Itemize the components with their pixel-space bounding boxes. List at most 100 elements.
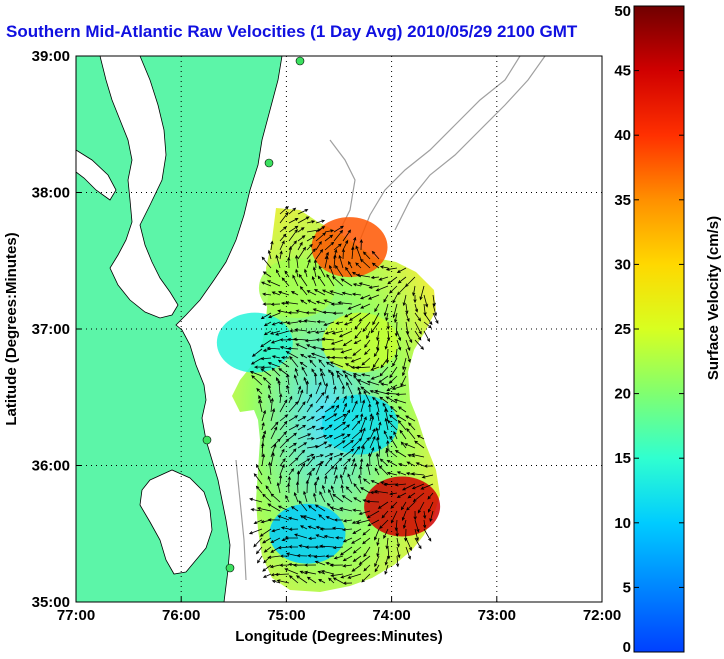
velocity-vector: [294, 367, 299, 377]
velocity-vector: [270, 438, 281, 449]
velocity-vector: [385, 312, 389, 322]
velocity-vector: [324, 444, 333, 449]
velocity-vector: [375, 427, 380, 440]
velocity-vector: [393, 398, 407, 404]
velocity-vector: [396, 471, 407, 476]
velocity-vector: [295, 575, 308, 584]
velocity-vector: [420, 483, 434, 490]
velocity-vector: [294, 328, 308, 332]
velocity-vector: [380, 357, 389, 369]
velocity-vector: [364, 348, 371, 356]
velocity-vector: [314, 504, 326, 512]
velocity-vector: [341, 384, 345, 395]
velocity-vector: [394, 312, 398, 324]
velocity-vector: [294, 533, 308, 539]
velocity-vector: [342, 465, 347, 476]
velocity-vector: [313, 492, 317, 503]
velocity-vector: [363, 546, 371, 558]
velocity-vector: [271, 579, 281, 584]
velocity-vector: [261, 409, 266, 422]
velocity-vector: [333, 433, 346, 440]
velocity-vector: [271, 291, 281, 296]
velocity-vector: [306, 220, 316, 224]
velocity-vector: [302, 515, 317, 521]
velocity-vector: [345, 266, 353, 278]
velocity-vector: [297, 246, 307, 260]
velocity-vector: [376, 436, 380, 449]
velocity-vector: [295, 481, 300, 494]
velocity-vector: [333, 518, 344, 522]
velocity-vector: [256, 387, 263, 395]
velocity-vector: [366, 330, 371, 340]
velocity-vector: [362, 251, 371, 260]
velocity-vector: [376, 339, 380, 351]
velocity-vector: [289, 355, 299, 368]
velocity-vector: [311, 275, 317, 287]
velocity-vector: [385, 537, 389, 550]
velocity-vector: [288, 432, 298, 440]
velocity-vector: [358, 474, 362, 485]
x-axis: 77:00 76:00 75:00 74:00 73:00 72:00: [57, 597, 621, 624]
velocity-vector: [371, 250, 380, 260]
velocity-vector: [396, 492, 407, 498]
velocity-vector: [298, 500, 308, 512]
velocity-vector: [412, 285, 416, 297]
velocity-vector: [414, 330, 422, 341]
velocity-vector: [342, 395, 347, 404]
velocity-vector: [285, 301, 299, 305]
velocity-vector: [255, 463, 263, 476]
velocity-vector: [315, 525, 326, 530]
velocity-speed-patch: [216, 312, 293, 373]
velocity-vector: [306, 290, 317, 296]
velocity-vector: [266, 280, 281, 287]
velocity-vector: [276, 579, 290, 584]
velocity-vector: [324, 474, 328, 485]
velocity-vector: [407, 454, 416, 458]
velocity-vector: [378, 276, 389, 281]
velocity-vector: [385, 447, 398, 458]
velocity-vector: [293, 491, 299, 503]
velocity-vector: [401, 483, 416, 491]
velocity-vector: [352, 528, 362, 534]
velocity-vector: [287, 346, 299, 351]
velocity-vector: [270, 302, 281, 306]
velocity-vector: [330, 339, 344, 345]
velocity-vector: [329, 361, 344, 368]
velocity-vector: [387, 419, 398, 431]
velocity-vector: [333, 243, 342, 251]
velocity-vector: [297, 449, 306, 458]
chart-title: Southern Mid-Atlantic Raw Velocities (1 …: [6, 22, 578, 41]
velocity-vector: [323, 321, 335, 326]
velocity-vector: [344, 312, 353, 318]
velocity-vector: [324, 330, 335, 335]
velocity-vector: [352, 508, 362, 512]
velocity-vector: [324, 465, 335, 476]
velocity-vector: [374, 303, 380, 313]
velocity-vector: [279, 448, 285, 458]
velocity-vector: [417, 501, 425, 514]
velocity-vector: [270, 397, 274, 413]
x-axis-label: Longitude (Degrees:Minutes): [235, 628, 443, 645]
velocity-vector: [327, 369, 335, 377]
velocity-vector: [306, 403, 313, 413]
velocity-vector: [253, 519, 263, 524]
velocity-vector: [351, 420, 361, 431]
velocity-vector: [378, 421, 382, 431]
velocity-vector: [288, 225, 299, 233]
velocity-vector: [250, 508, 263, 512]
velocity-vector: [318, 359, 326, 368]
velocity-vector: [405, 330, 413, 344]
y-axis: 35:00 36:00 37:00 38:00 39:00: [32, 48, 81, 611]
velocity-vector: [329, 563, 344, 567]
velocity-vector: [378, 445, 382, 458]
velocity-vector: [362, 321, 371, 333]
velocity-vector: [392, 357, 398, 367]
velocity-vector: [414, 537, 422, 550]
velocity-vector: [339, 546, 353, 556]
velocity-vector: [383, 482, 398, 487]
velocity-vector: [332, 493, 344, 503]
velocity-vector: [371, 262, 380, 269]
velocity-vector: [351, 292, 362, 296]
velocity-vector: [414, 528, 419, 542]
